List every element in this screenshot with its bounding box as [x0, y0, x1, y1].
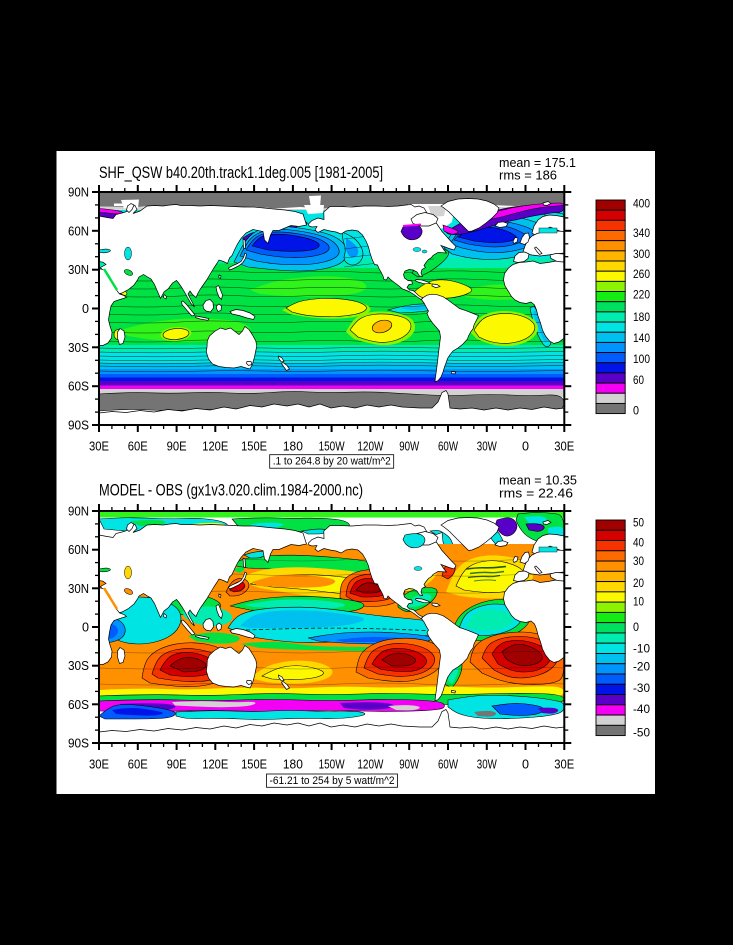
svg-text:mean = 10.35: mean = 10.35 [499, 473, 577, 488]
svg-text:90E: 90E [167, 757, 187, 772]
svg-text:rms = 186: rms = 186 [499, 168, 557, 183]
svg-text:60W: 60W [438, 757, 459, 772]
svg-text:400: 400 [633, 197, 650, 211]
svg-text:180: 180 [283, 757, 303, 772]
svg-text:120E: 120E [202, 439, 228, 454]
svg-text:120E: 120E [202, 757, 228, 772]
svg-text:90S: 90S [68, 736, 89, 751]
svg-text:60: 60 [633, 373, 644, 387]
svg-text:-40: -40 [633, 702, 650, 716]
svg-text:30W: 30W [477, 439, 498, 454]
svg-text:90W: 90W [399, 757, 420, 772]
svg-text:60N: 60N [68, 223, 89, 238]
svg-text:-50: -50 [633, 726, 650, 740]
svg-text:30S: 30S [68, 340, 89, 355]
svg-text:60S: 60S [68, 379, 89, 394]
svg-text:30E: 30E [554, 439, 574, 454]
svg-text:120W: 120W [357, 757, 384, 772]
svg-text:-20: -20 [633, 660, 650, 674]
svg-text:150E: 150E [241, 757, 267, 772]
svg-text:MODEL - OBS (gx1v3.020.clim.19: MODEL - OBS (gx1v3.020.clim.1984-2000.nc… [99, 481, 363, 500]
svg-text:-30: -30 [633, 681, 650, 695]
svg-text:30E: 30E [554, 757, 574, 772]
svg-text:40: 40 [633, 536, 644, 550]
svg-text:20: 20 [633, 576, 644, 590]
svg-text:0: 0 [82, 620, 89, 635]
svg-text:0: 0 [633, 403, 639, 417]
svg-text:0: 0 [522, 757, 529, 772]
svg-text:220: 220 [633, 287, 650, 301]
svg-text:90S: 90S [68, 418, 89, 433]
svg-text:30E: 30E [89, 757, 109, 772]
svg-text:60W: 60W [438, 439, 459, 454]
svg-text:60E: 60E [128, 439, 148, 454]
svg-text:50: 50 [633, 516, 644, 530]
svg-text:-61.21 to 254 by 5 watt/m^2: -61.21 to 254 by 5 watt/m^2 [270, 775, 395, 787]
svg-text:0: 0 [82, 301, 89, 316]
svg-text:rms = 22.46: rms = 22.46 [499, 486, 573, 501]
svg-text:60E: 60E [128, 757, 148, 772]
svg-text:150W: 150W [319, 439, 346, 454]
svg-text:120W: 120W [357, 439, 384, 454]
svg-text:150E: 150E [241, 439, 267, 454]
svg-text:30N: 30N [68, 262, 89, 277]
svg-text:60N: 60N [68, 542, 89, 557]
svg-text:30N: 30N [68, 581, 89, 596]
svg-text:30S: 30S [68, 658, 89, 673]
svg-text:0: 0 [522, 439, 529, 454]
svg-text:30E: 30E [89, 439, 109, 454]
svg-text:90E: 90E [167, 439, 187, 454]
svg-text:90W: 90W [399, 439, 420, 454]
svg-text:150W: 150W [319, 757, 346, 772]
svg-text:180: 180 [283, 439, 303, 454]
svg-text:60S: 60S [68, 697, 89, 712]
svg-text:180: 180 [633, 310, 650, 324]
svg-text:mean = 175.1: mean = 175.1 [499, 155, 576, 170]
svg-text:30W: 30W [477, 757, 498, 772]
svg-text:300: 300 [633, 247, 650, 261]
svg-text:0: 0 [633, 620, 639, 634]
svg-text:SHF_QSW b40.20th.track1.1deg.0: SHF_QSW b40.20th.track1.1deg.005 [1981-2… [99, 163, 383, 182]
svg-text:140: 140 [633, 331, 650, 345]
svg-text:30: 30 [633, 554, 644, 568]
svg-text:100: 100 [633, 352, 650, 366]
svg-text:90N: 90N [68, 504, 89, 519]
svg-text:10: 10 [633, 594, 644, 608]
svg-text:.1 to 264.8 by 20 watt/m^2: .1 to 264.8 by 20 watt/m^2 [273, 456, 391, 468]
svg-text:340: 340 [633, 226, 650, 240]
svg-text:-10: -10 [633, 642, 650, 656]
svg-text:260: 260 [633, 267, 650, 281]
svg-text:90N: 90N [68, 185, 89, 200]
